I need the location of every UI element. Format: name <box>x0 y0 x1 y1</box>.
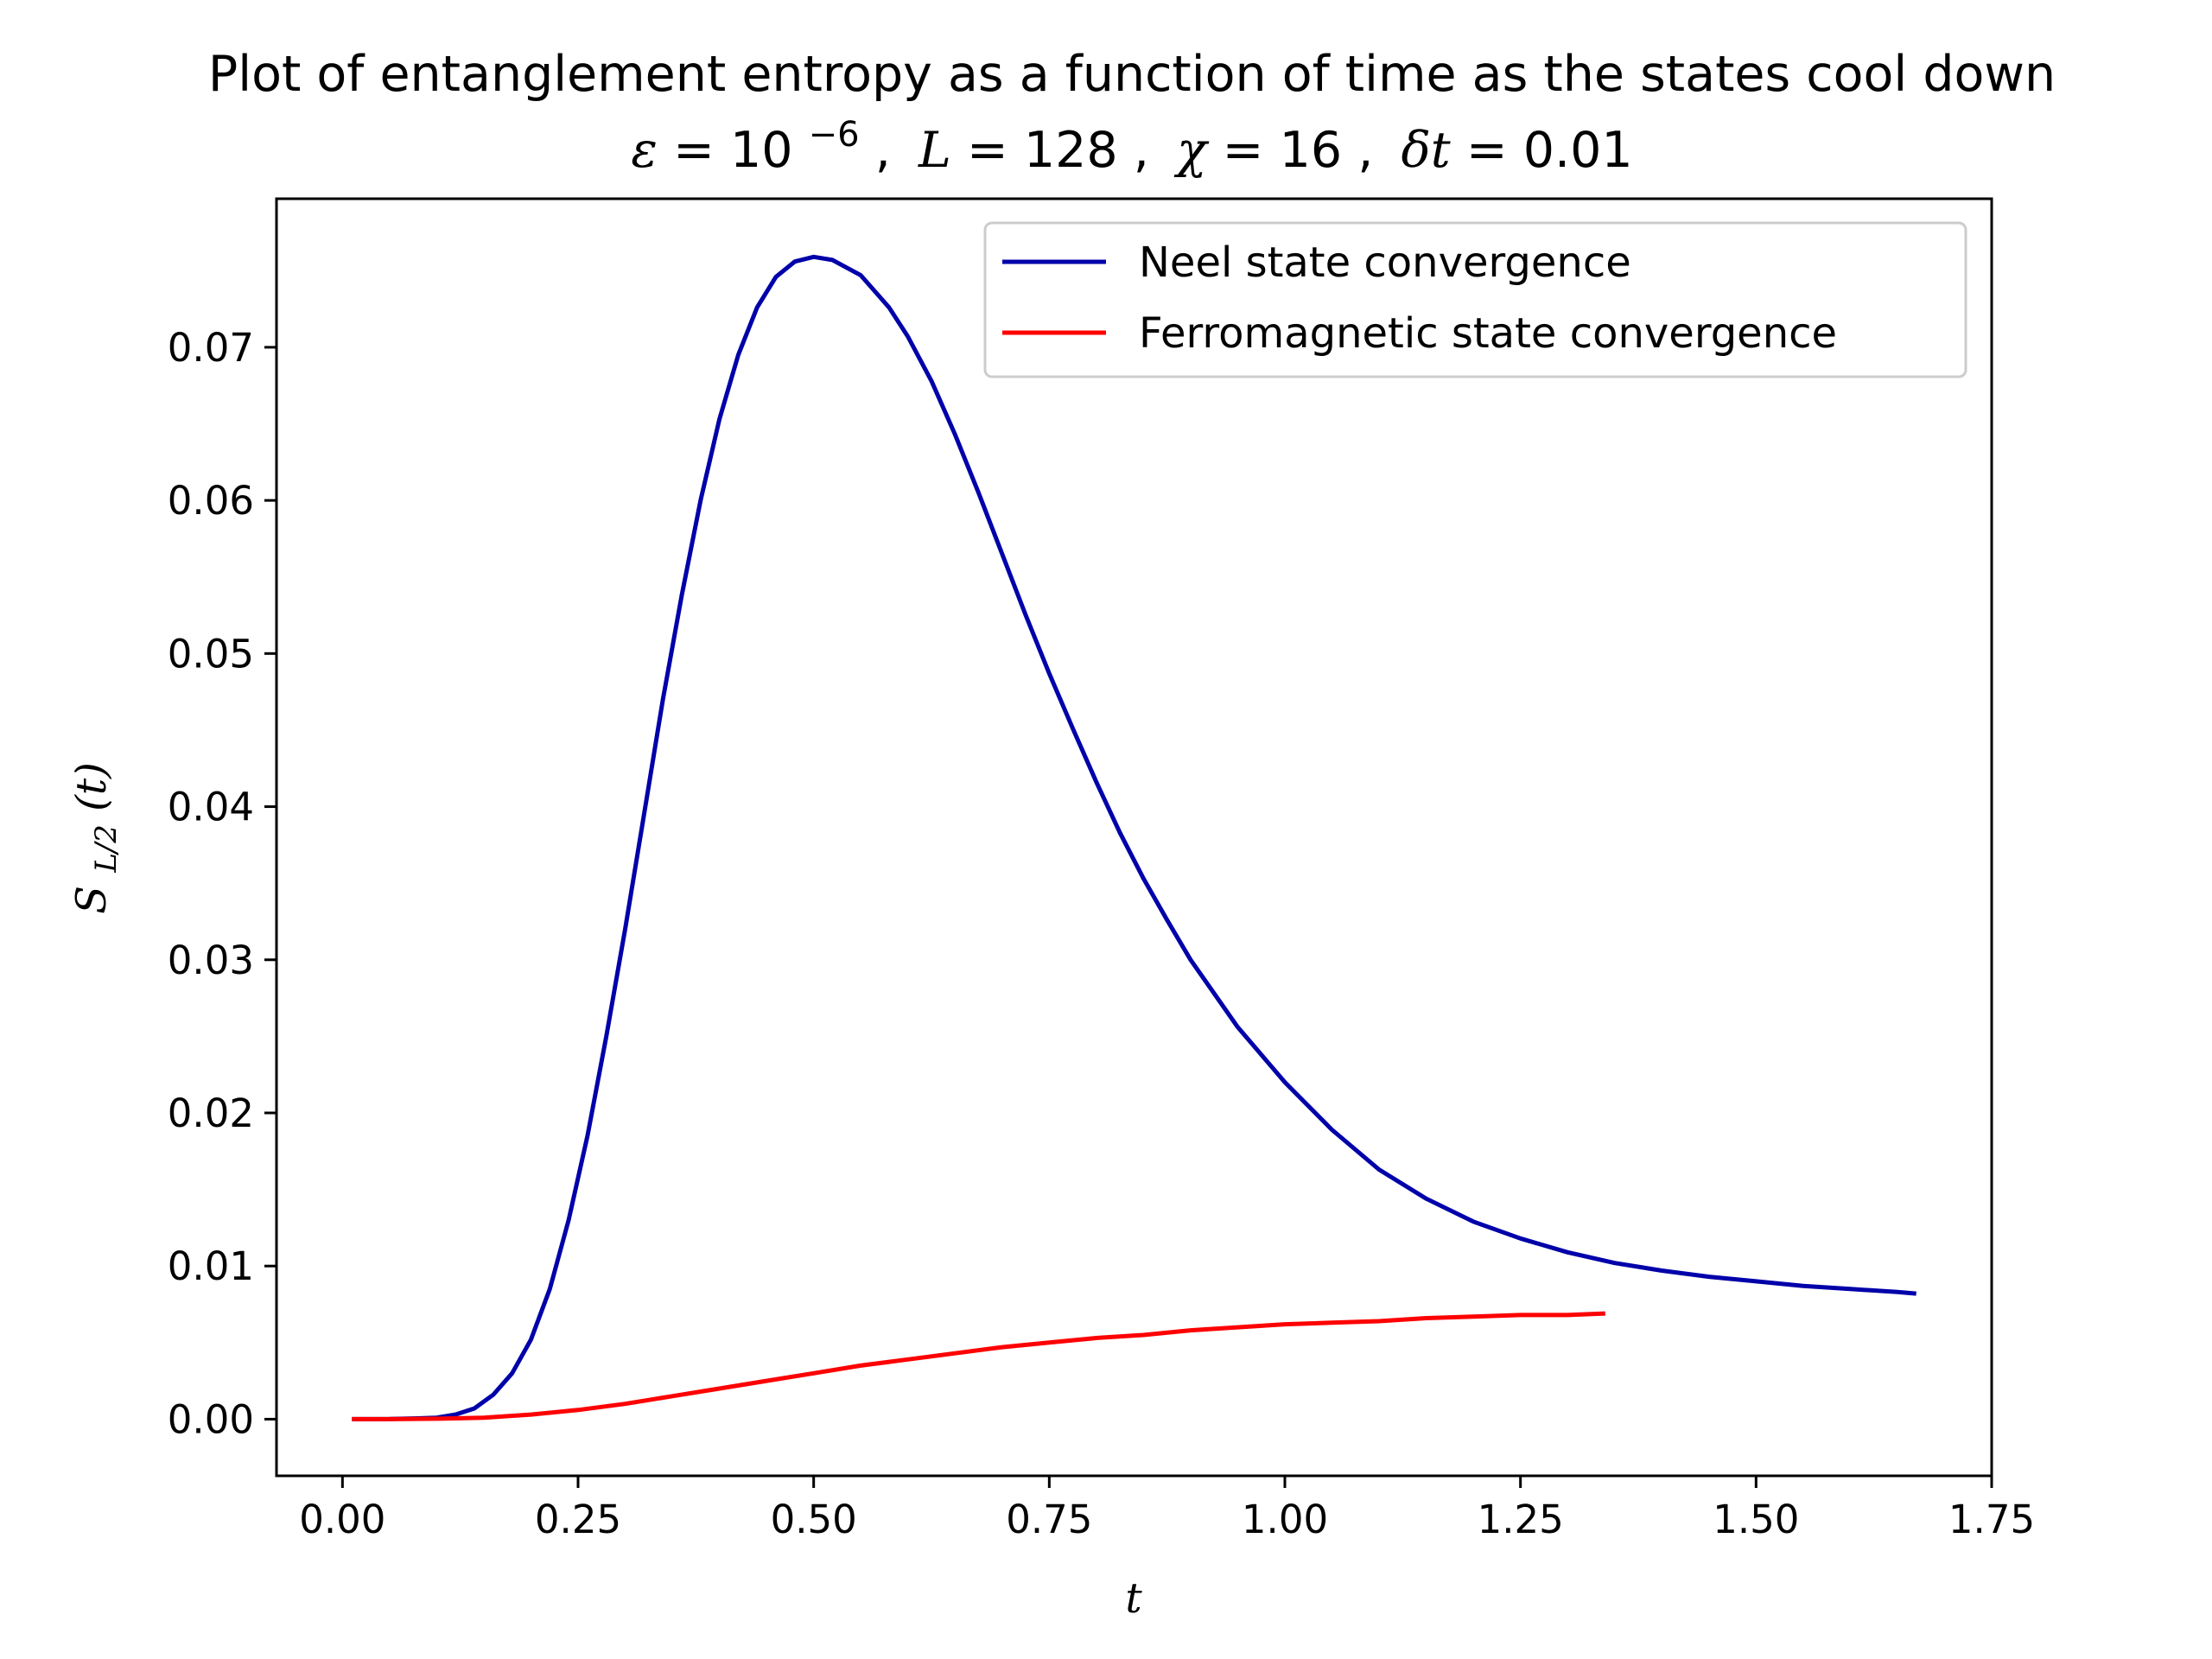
subtitle-chi-symbol: χ <box>1173 122 1210 179</box>
x-tick-label: 0.00 <box>299 1497 385 1542</box>
subtitle-dt-symbol: δt <box>1401 122 1450 179</box>
subtitle-chi-value: 16 <box>1280 122 1343 179</box>
x-tick-label: 1.75 <box>1948 1497 2035 1542</box>
subtitle-dt-value: 0.01 <box>1523 122 1633 179</box>
y-tick-label: 0.04 <box>168 785 254 830</box>
subtitle-L-symbol: L <box>918 122 951 179</box>
y-axis-label-arg: (t) <box>67 762 116 811</box>
y-axis-label: S L/2 (t) <box>67 762 126 914</box>
x-tick-label: 0.25 <box>535 1497 621 1542</box>
y-tick-label: 0.05 <box>168 631 254 677</box>
subtitle-sep-3: , <box>1357 122 1373 179</box>
axes-frame <box>275 197 1993 1478</box>
legend-label-ferromagnetic: Ferromagnetic state convergence <box>1139 309 1837 358</box>
x-tick-label: 1.50 <box>1713 1497 1799 1542</box>
chart-subtitle: ε = 10 −6 , L = 128 , χ = 16 , δt = 0.01 <box>631 101 1632 179</box>
subtitle-dt-eq: = <box>1466 122 1508 179</box>
subtitle-chi-eq: = <box>1223 122 1264 179</box>
x-axis-label: t <box>1125 1574 1142 1623</box>
x-axis-ticks: 0.00 0.25 0.50 0.75 1.00 1.25 1.50 1.75 <box>299 1476 2035 1542</box>
series-line-1 <box>352 1311 1605 1421</box>
plot-area: 0.00 0.25 0.50 0.75 1.00 1.25 1.50 1.75 0.000.0… <box>168 197 2035 1542</box>
y-tick-label: 0.00 <box>168 1396 254 1442</box>
subtitle-eps-eq: = <box>673 122 715 179</box>
subtitle-eps-value: 10 <box>730 122 793 179</box>
y-tick-label: 0.03 <box>168 938 254 983</box>
subtitle-L-eq: = <box>967 122 1008 179</box>
x-tick-label: 0.50 <box>771 1497 857 1542</box>
series-layer <box>352 254 1916 1421</box>
subtitle-sep-1: , <box>875 122 891 179</box>
y-axis-ticks: 0.00 0.01 0.02 0.03 0.04 0.05 0.06 0.07 <box>168 325 276 1442</box>
subtitle-eps-exp: −6 <box>809 115 860 155</box>
legend: Neel state convergence Ferromagnetic sta… <box>983 221 1967 378</box>
chart-title: Plot of entanglement entropy as a functi… <box>208 46 2056 103</box>
x-tick-label: 1.00 <box>1242 1497 1328 1542</box>
subtitle-L-value: 128 <box>1024 122 1118 179</box>
y-axis-label-base: S <box>67 886 116 914</box>
y-tick-label: 0.01 <box>168 1243 254 1289</box>
legend-box <box>983 221 1967 378</box>
legend-label-neel: Neel state convergence <box>1139 238 1631 287</box>
y-tick-label: 0.02 <box>168 1090 254 1136</box>
series-line-0 <box>352 254 1916 1421</box>
x-tick-label: 1.25 <box>1478 1497 1564 1542</box>
x-tick-label: 0.75 <box>1006 1497 1092 1542</box>
subtitle-eps-symbol: ε <box>631 122 658 179</box>
y-tick-label: 0.07 <box>168 325 254 371</box>
subtitle-sep-2: , <box>1134 122 1149 179</box>
y-axis-label-sub: L/2 <box>89 824 124 874</box>
y-tick-label: 0.06 <box>168 478 254 524</box>
